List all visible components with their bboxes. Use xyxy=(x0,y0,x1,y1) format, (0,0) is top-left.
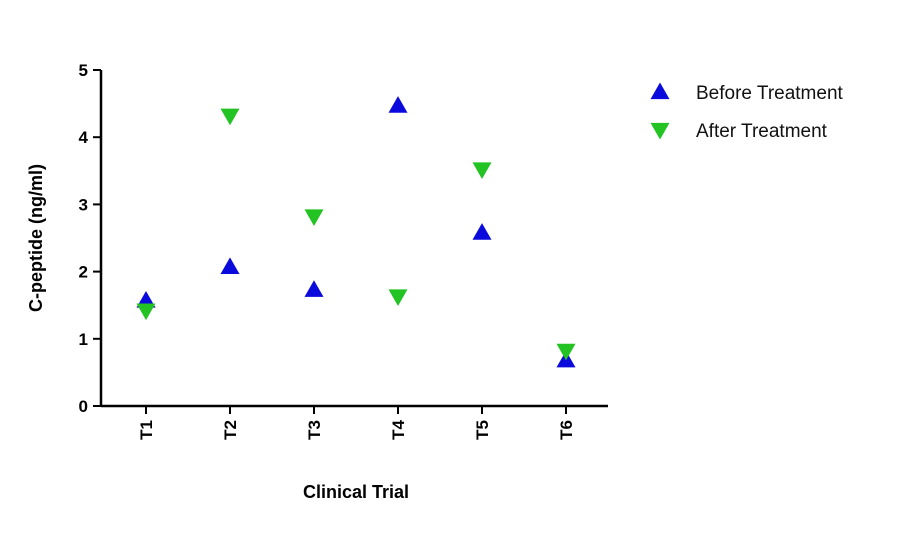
x-tick-label: T4 xyxy=(389,419,408,439)
after-treatment-point xyxy=(472,162,492,179)
before-treatment-point xyxy=(472,223,492,240)
x-tick-label: T1 xyxy=(137,420,156,440)
x-tick-label: T5 xyxy=(473,420,492,440)
x-tick-label: T3 xyxy=(305,420,324,440)
after-treatment-point xyxy=(556,343,576,361)
x-tick-label: T6 xyxy=(557,420,576,440)
legend: Before Treatment After Treatment xyxy=(650,82,844,142)
data-points xyxy=(136,96,576,368)
y-axis: 0 1 2 3 4 5 xyxy=(79,61,103,416)
x-axis-title: Clinical Trial xyxy=(303,482,409,502)
after-treatment-point xyxy=(388,289,408,306)
y-axis-title: C-peptide (ng/ml) xyxy=(26,164,46,312)
before-treatment-point xyxy=(220,257,240,275)
legend-label: After Treatment xyxy=(696,121,828,142)
after-treatment-point xyxy=(136,303,156,321)
after-treatment-point xyxy=(220,108,240,126)
y-tick-label: 3 xyxy=(79,195,88,214)
legend-label: Before Treatment xyxy=(696,83,844,104)
y-tick-label: 4 xyxy=(79,128,89,147)
before-treatment-point xyxy=(388,96,408,113)
x-tick-label: T2 xyxy=(221,420,240,440)
y-tick-label: 1 xyxy=(79,330,88,349)
after-treatment-point xyxy=(304,209,324,226)
y-tick-label: 5 xyxy=(79,61,88,80)
legend-marker-after xyxy=(650,122,670,140)
y-tick-label: 0 xyxy=(79,397,88,416)
y-tick-label: 2 xyxy=(79,263,88,282)
before-treatment-point xyxy=(304,280,324,297)
x-axis: T1 T2 T3 T4 T5 T6 xyxy=(101,404,608,440)
legend-marker-before xyxy=(650,82,670,100)
